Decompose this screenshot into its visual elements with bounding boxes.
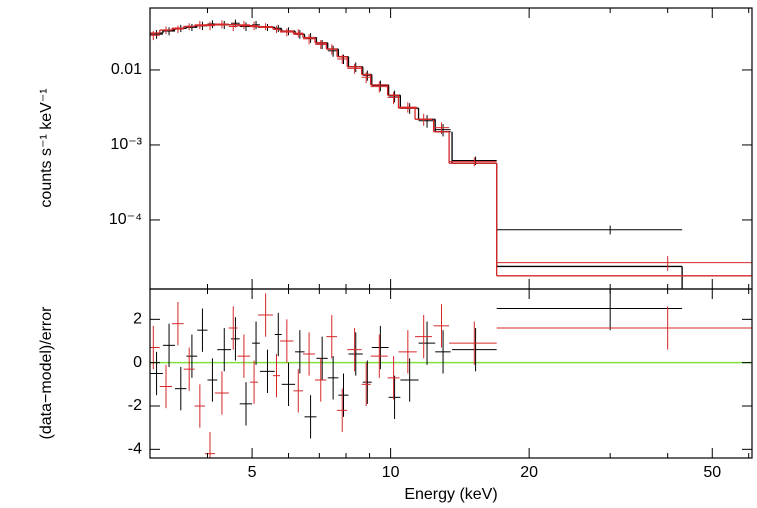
x-tick-label: 20 <box>520 464 538 481</box>
y-tick-label: 2 <box>133 311 142 328</box>
bottom-plot <box>150 289 752 458</box>
y-axis-label: (data−model)/error <box>38 306 55 440</box>
y-tick-label: 10⁻⁴ <box>109 211 142 228</box>
x-tick-label: 5 <box>248 464 257 481</box>
y-tick-label: -2 <box>128 397 142 414</box>
top-frame <box>149 7 753 290</box>
top-plot <box>150 19 752 289</box>
x-axis-label: Energy (keV) <box>404 486 497 503</box>
y-tick-label: -4 <box>128 441 142 458</box>
x-tick-label: 10 <box>382 464 400 481</box>
y-tick-label: 10⁻³ <box>110 136 142 153</box>
bottom-frame <box>149 288 753 459</box>
y-tick-label: 0 <box>133 354 142 371</box>
y-tick-label: 0.01 <box>111 61 142 78</box>
x-tick-label: 50 <box>703 464 721 481</box>
y-axis-label: counts s⁻¹ keV⁻¹ <box>38 88 55 207</box>
